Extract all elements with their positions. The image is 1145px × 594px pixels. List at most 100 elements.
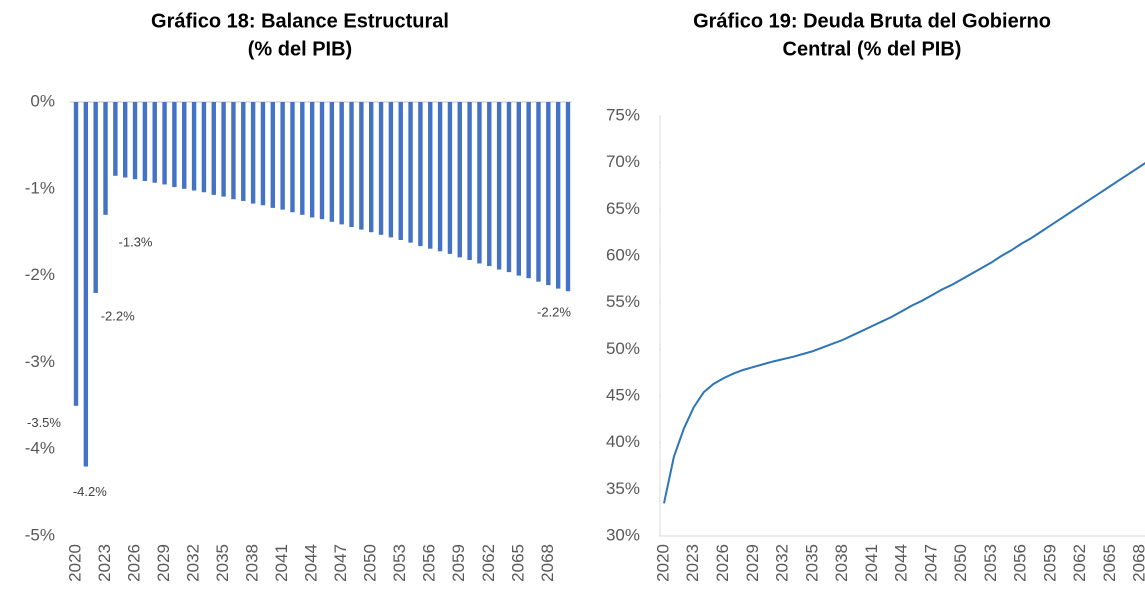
x-tick-label: 2023: [95, 544, 114, 582]
bar: [211, 102, 216, 195]
bar: [428, 102, 433, 249]
bar: [241, 102, 246, 201]
chart-title: (% del PIB): [248, 38, 352, 60]
bar: [182, 102, 187, 189]
bar: [457, 102, 462, 258]
x-tick-label: 2032: [184, 544, 203, 582]
bar: [496, 102, 502, 270]
bar: [93, 102, 98, 293]
y-tick-label: -5%: [25, 525, 55, 544]
bar: [467, 102, 472, 260]
bar: [309, 102, 315, 218]
y-tick-label: 35%: [606, 479, 640, 498]
bar: [398, 102, 403, 241]
bar: [260, 102, 266, 206]
y-tick-label: -3%: [25, 352, 55, 371]
y-tick-label: 0%: [30, 91, 55, 110]
bar: [172, 102, 177, 188]
y-tick-label: 45%: [606, 385, 640, 404]
bar: [546, 102, 551, 286]
x-tick-label: 2032: [773, 544, 792, 582]
x-tick-label: 2041: [272, 544, 291, 582]
bar: [250, 102, 256, 204]
bar: [526, 102, 531, 279]
x-tick-label: 2020: [65, 544, 84, 582]
bar: [300, 102, 305, 215]
x-tick-label: 2047: [921, 544, 940, 582]
data-label: -1.3%: [119, 234, 153, 249]
data-label: -4.2%: [73, 484, 107, 499]
y-tick-label: 50%: [606, 339, 640, 358]
x-tick-label: 2053: [981, 544, 1000, 582]
x-tick-label: 2041: [862, 544, 881, 582]
data-label: -2.2%: [537, 305, 571, 320]
data-label: -3.5%: [27, 415, 61, 430]
data-label: -2.2%: [101, 308, 135, 323]
x-tick-label: 2059: [449, 544, 468, 582]
y-tick-label: 60%: [606, 245, 640, 264]
y-tick-label: -4%: [25, 439, 55, 458]
x-tick-label: 2065: [1100, 544, 1119, 582]
line: [663, 162, 1145, 504]
bar: [113, 102, 118, 176]
x-tick-label: 2068: [1130, 544, 1145, 582]
bar: [437, 102, 443, 252]
x-tick-label: 2059: [1040, 544, 1059, 582]
bar: [487, 102, 492, 267]
bar: [319, 102, 325, 220]
y-tick-label: 40%: [606, 432, 640, 451]
bar: [221, 102, 226, 197]
bar: [388, 102, 394, 238]
bar: [329, 102, 335, 222]
y-tick-label: -1%: [25, 178, 55, 197]
x-tick-label: 2035: [802, 544, 821, 582]
x-tick-label: 2062: [479, 544, 498, 582]
bar: [447, 102, 453, 254]
bar: [142, 102, 148, 181]
x-tick-label: 2047: [331, 544, 350, 582]
x-tick-label: 2056: [420, 544, 439, 582]
bar: [103, 102, 108, 215]
bar: [418, 102, 423, 247]
bar: [555, 102, 561, 289]
x-tick-label: 2038: [243, 544, 262, 582]
y-tick-label: 30%: [606, 525, 640, 544]
x-tick-label: 2065: [508, 544, 527, 582]
y-tick-label: 55%: [606, 292, 640, 311]
bar: [349, 102, 354, 227]
bar: [506, 102, 512, 273]
bar: [123, 102, 128, 178]
chart-title: Central (% del PIB): [783, 38, 962, 60]
bar: [280, 102, 285, 210]
bar: [152, 102, 157, 183]
x-tick-label: 2068: [538, 544, 557, 582]
x-tick-label: 2026: [713, 544, 732, 582]
bar: [359, 102, 364, 230]
bar: [408, 102, 413, 243]
bar: [290, 102, 295, 213]
x-tick-label: 2029: [743, 544, 762, 582]
x-tick-label: 2023: [683, 544, 702, 582]
bar: [339, 102, 344, 225]
y-tick-label: 70%: [606, 152, 640, 171]
x-tick-label: 2050: [361, 544, 380, 582]
bar: [536, 102, 541, 282]
x-tick-label: 2026: [125, 544, 144, 582]
bar: [565, 102, 571, 292]
bar: [83, 102, 89, 467]
bar: [73, 102, 79, 406]
x-tick-label: 2050: [951, 544, 970, 582]
bar: [162, 102, 167, 185]
x-tick-label: 2038: [832, 544, 851, 582]
bar: [477, 102, 482, 264]
chart-title: Gráfico 19: Deuda Bruta del Gobierno: [693, 10, 1051, 32]
bar: [378, 102, 384, 235]
x-tick-label: 2020: [653, 544, 672, 582]
x-tick-label: 2053: [390, 544, 409, 582]
y-tick-label: 65%: [606, 199, 640, 218]
y-tick-label: 75%: [606, 105, 640, 124]
bar: [191, 102, 197, 191]
x-tick-label: 2044: [892, 544, 911, 582]
bar: [231, 102, 236, 200]
